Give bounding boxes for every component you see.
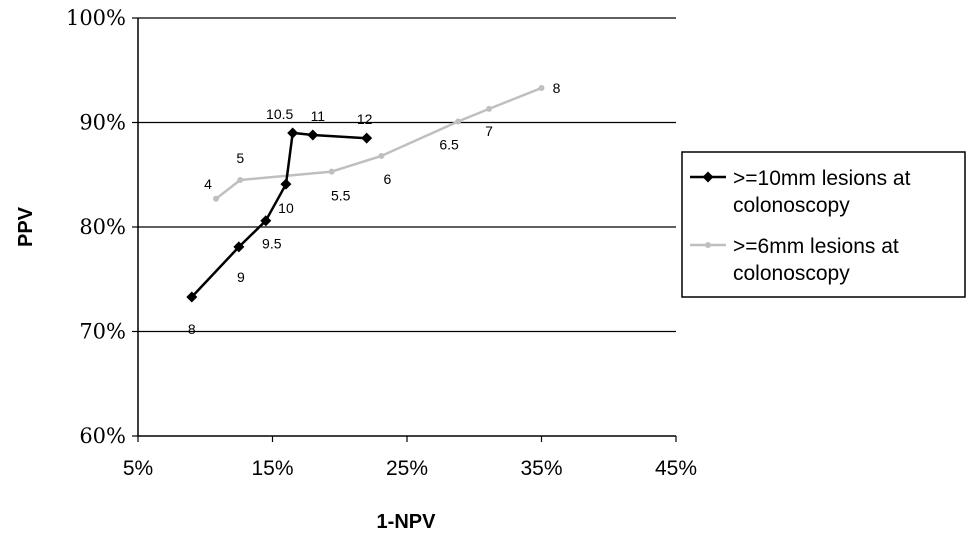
legend-label: >=6mm lesions at	[733, 235, 899, 258]
data-point-diamond	[233, 241, 245, 253]
data-point-diamond	[186, 291, 198, 303]
legend-marker-diamond	[702, 171, 714, 183]
point-label: 9	[237, 269, 245, 285]
data-point-circle	[455, 118, 462, 125]
x-axis-title: 1-NPV	[377, 511, 437, 533]
data-point-diamond	[307, 129, 319, 141]
y-tick-label: 70%	[79, 320, 126, 344]
point-label: 10	[278, 200, 294, 216]
point-label: 4	[204, 176, 212, 192]
x-tick-label: 15%	[251, 457, 293, 480]
x-tick-label: 45%	[655, 457, 697, 480]
data-point-circle	[378, 152, 385, 159]
y-axis-title: PPV	[15, 206, 37, 247]
point-labels: 8 9 9.5 10 10.5 11 12 4 5 5.5 6 6.5 7 8	[188, 80, 561, 337]
legend-box	[681, 151, 966, 298]
x-tick-label: 25%	[386, 457, 428, 480]
legend-label: colonoscopy	[733, 194, 850, 217]
point-label: 11	[311, 108, 326, 124]
point-label: 7	[485, 123, 493, 139]
gridlines	[138, 17, 676, 333]
point-label: 6.5	[439, 136, 459, 152]
data-point-circle	[213, 195, 220, 202]
y-tick-label: 80%	[79, 215, 126, 239]
data-point-diamond	[361, 132, 373, 144]
point-label: 5.5	[331, 188, 351, 204]
legend-label: colonoscopy	[733, 262, 850, 285]
data-point-circle	[538, 85, 545, 92]
data-point-diamond	[287, 127, 299, 139]
point-label: 10.5	[266, 106, 293, 122]
series-line-1	[215, 86, 542, 200]
point-label: 6	[384, 171, 392, 187]
point-label: 12	[357, 111, 373, 127]
data-point-diamond	[260, 215, 272, 227]
y-tick-label: 90%	[79, 111, 126, 135]
y-tick-label: 100%	[66, 6, 126, 30]
legend-label: >=10mm lesions at	[733, 167, 911, 190]
y-tick-labels: 60% 70% 80% 90% 100%	[66, 6, 138, 448]
legend-marker-circle	[705, 242, 711, 248]
data-point-circle	[328, 168, 335, 175]
x-tick-labels: 5% 15% 25% 35% 45%	[123, 436, 697, 480]
x-tick-label: 35%	[520, 457, 562, 480]
series-group	[186, 85, 545, 303]
point-label: 8	[188, 321, 196, 337]
data-point-circle	[486, 105, 493, 112]
data-point-circle	[237, 176, 244, 183]
legend: >=10mm lesions at colonoscopy >=6mm lesion…	[681, 151, 966, 298]
data-point-diamond	[280, 178, 292, 190]
point-label: 9.5	[262, 236, 282, 252]
y-tick-label: 60%	[79, 424, 126, 448]
point-label: 5	[236, 150, 244, 166]
point-label: 8	[553, 80, 561, 96]
x-tick-label: 5%	[123, 457, 153, 480]
